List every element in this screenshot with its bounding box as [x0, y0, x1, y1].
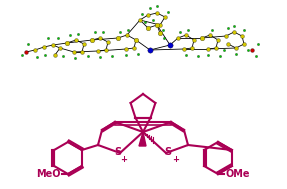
Text: +: +	[172, 154, 179, 163]
Polygon shape	[139, 132, 146, 146]
Text: S: S	[164, 147, 172, 157]
Text: OMe: OMe	[225, 169, 249, 179]
Text: +: +	[121, 154, 127, 163]
Text: MeO: MeO	[36, 169, 61, 179]
Text: S: S	[115, 147, 122, 157]
